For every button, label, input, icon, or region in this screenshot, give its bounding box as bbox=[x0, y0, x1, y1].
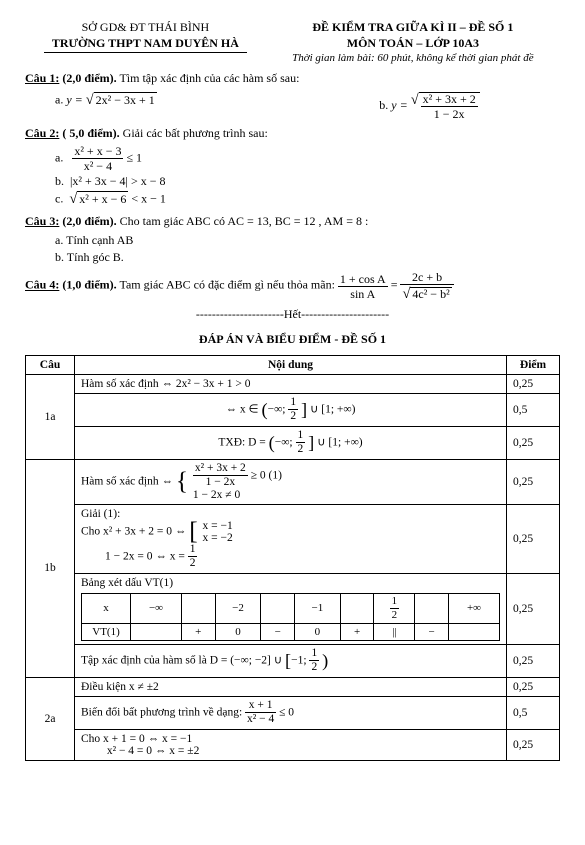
question-4: Câu 4: (1,0 điểm). Tam giác ABC có đặc đ… bbox=[25, 271, 560, 300]
q2c-label: c. bbox=[55, 192, 63, 206]
header-right: ĐỀ KIỂM TRA GIỮA KÌ II – ĐỀ SỐ 1 MÔN TOÁ… bbox=[266, 20, 560, 65]
q1b-label: b. bbox=[379, 98, 388, 112]
q2a-tail: ≤ 1 bbox=[126, 151, 142, 165]
col-nd: Nội dung bbox=[75, 355, 507, 374]
table-row: TXĐ: D = (−∞; 12 ] ∪ [1; +∞) 0,25 bbox=[26, 426, 560, 459]
q3a: a. Tính cạnh AB bbox=[55, 233, 560, 248]
nd-cell: Cho x + 1 = 0 ⇔ x = −1 x² − 4 = 0 ⇔ x = … bbox=[75, 729, 507, 760]
q3b: b. Tính góc B. bbox=[55, 250, 560, 265]
q1-label: Câu 1: bbox=[25, 71, 59, 85]
cau-cell: 2a bbox=[26, 677, 75, 760]
q2b: b. |x² + 3x − 4| > x − 8 bbox=[55, 174, 560, 189]
q2-pts: ( 5,0 điểm). bbox=[62, 126, 119, 140]
nd-cell: Điều kiện x ≠ ±2 bbox=[75, 677, 507, 696]
nd-cell: TXĐ: D = (−∞; 12 ] ∪ [1; +∞) bbox=[75, 426, 507, 459]
table-row: Cho x + 1 = 0 ⇔ x = −1 x² − 4 = 0 ⇔ x = … bbox=[26, 729, 560, 760]
q3-text: Cho tam giác ABC có AC = 13, BC = 12 , A… bbox=[120, 214, 369, 228]
nd-cell: Biến đổi bất phương trình về dạng: x + 1… bbox=[75, 696, 507, 729]
q1b-sqrt: x² + 3x + 2 1 − 2x bbox=[411, 92, 480, 120]
q2c-sqrt: x² + x − 6 bbox=[69, 191, 128, 208]
table-row: Bảng xét dấu VT(1) x −∞ −2 −1 12 +∞ VT(1… bbox=[26, 573, 560, 644]
question-3: Câu 3: (2,0 điểm). Cho tam giác ABC có A… bbox=[25, 214, 560, 229]
answers-table: Câu Nội dung Điểm 1a Hàm số xác định ⇔ 2… bbox=[25, 355, 560, 761]
exam-title: ĐỀ KIỂM TRA GIỮA KÌ II – ĐỀ SỐ 1 bbox=[266, 20, 560, 36]
time-label: Thời gian làm bài: 60 phút, không kể thờ… bbox=[266, 51, 560, 65]
q1b-frac: x² + 3x + 2 1 − 2x bbox=[421, 93, 478, 120]
diem-cell: 0,25 bbox=[507, 729, 560, 760]
q1-pts: (2,0 điểm). bbox=[62, 71, 116, 85]
diem-cell: 0,25 bbox=[507, 504, 560, 573]
table-header-row: Câu Nội dung Điểm bbox=[26, 355, 560, 374]
diem-cell: 0,25 bbox=[507, 426, 560, 459]
answers-title: ĐÁP ÁN VÀ BIỂU ĐIỂM - ĐỀ SỐ 1 bbox=[25, 332, 560, 347]
cau-cell: 1a bbox=[26, 374, 75, 459]
q2a: a. x² + x − 3 x² − 4 ≤ 1 bbox=[55, 145, 560, 172]
q1a-pre: y = bbox=[66, 93, 85, 107]
q1-text: Tìm tập xác định của các hàm số sau: bbox=[119, 71, 299, 85]
table-row: 1b Hàm số xác định ⇔ { x² + 3x + 21 − 2x… bbox=[26, 459, 560, 504]
nd-cell: Giải (1): Cho x² + 3x + 2 = 0 ⇔ [ x = −1… bbox=[75, 504, 507, 573]
table-row: Biến đổi bất phương trình về dạng: x + 1… bbox=[26, 696, 560, 729]
q2b-expr: |x² + 3x − 4| > x − 8 bbox=[70, 174, 165, 188]
q4-pts: (1,0 điểm). bbox=[62, 278, 116, 292]
q1a-sqrt: 2x² − 3x + 1 bbox=[86, 92, 157, 109]
question-1: Câu 1: (2,0 điểm). Tìm tập xác định của … bbox=[25, 71, 560, 86]
col-diem: Điểm bbox=[507, 355, 560, 374]
nd-cell: Tập xác định của hàm số là D = (−∞; −2] … bbox=[75, 644, 507, 677]
q2-label: Câu 2: bbox=[25, 126, 59, 140]
q4-eq: = bbox=[391, 278, 401, 292]
q4-text: Tam giác ABC có đặc điểm gì nếu thỏa mãn… bbox=[119, 278, 337, 292]
q1a: a. y = 2x² − 3x + 1 bbox=[55, 92, 349, 120]
q1a-label: a. bbox=[55, 93, 63, 107]
q4-label: Câu 4: bbox=[25, 278, 59, 292]
table-row: Giải (1): Cho x² + 3x + 2 = 0 ⇔ [ x = −1… bbox=[26, 504, 560, 573]
q4-lhs: 1 + cos A sin A bbox=[338, 273, 388, 300]
q1b: b. y = x² + 3x + 2 1 − 2x bbox=[379, 92, 479, 120]
diem-cell: 0,25 bbox=[507, 644, 560, 677]
document-header: SỞ GD& ĐT THÁI BÌNH TRƯỜNG THPT NAM DUYÊ… bbox=[25, 20, 560, 65]
q2c-tail: < x − 1 bbox=[131, 192, 166, 206]
school-label: TRƯỜNG THPT NAM DUYÊN HÀ bbox=[25, 36, 266, 54]
q3-label: Câu 3: bbox=[25, 214, 59, 228]
divider-het: ----------------------Hết---------------… bbox=[25, 307, 560, 322]
diem-cell: 0,25 bbox=[507, 573, 560, 644]
header-left: SỞ GD& ĐT THÁI BÌNH TRƯỜNG THPT NAM DUYÊ… bbox=[25, 20, 266, 65]
dept-label: SỞ GD& ĐT THÁI BÌNH bbox=[25, 20, 266, 36]
nd-cell: Hàm số xác định ⇔ 2x² − 3x + 1 > 0 bbox=[75, 374, 507, 393]
table-row: 1a Hàm số xác định ⇔ 2x² − 3x + 1 > 0 0,… bbox=[26, 374, 560, 393]
table-row: ⇔ x ∈ (−∞; 12 ] ∪ [1; +∞) 0,5 bbox=[26, 393, 560, 426]
diem-cell: 0,25 bbox=[507, 374, 560, 393]
q1-items: a. y = 2x² − 3x + 1 b. y = x² + 3x + 2 1… bbox=[25, 90, 560, 120]
cau-cell: 1b bbox=[26, 459, 75, 677]
table-row: 2a Điều kiện x ≠ ±2 0,25 bbox=[26, 677, 560, 696]
col-cau: Câu bbox=[26, 355, 75, 374]
subject-label: MÔN TOÁN – LỚP 10A3 bbox=[266, 36, 560, 52]
q2a-frac: x² + x − 3 x² − 4 bbox=[72, 145, 123, 172]
q2b-label: b. bbox=[55, 174, 64, 188]
diem-cell: 0,5 bbox=[507, 696, 560, 729]
diem-cell: 0,25 bbox=[507, 677, 560, 696]
diem-cell: 0,5 bbox=[507, 393, 560, 426]
nd-cell: ⇔ x ∈ (−∞; 12 ] ∪ [1; +∞) bbox=[75, 393, 507, 426]
nd-cell: Hàm số xác định ⇔ { x² + 3x + 21 − 2x ≥ … bbox=[75, 459, 507, 504]
q2-text: Giải các bất phương trình sau: bbox=[123, 126, 268, 140]
nd-cell: Bảng xét dấu VT(1) x −∞ −2 −1 12 +∞ VT(1… bbox=[75, 573, 507, 644]
q4-rhs: 2c + b 4c² − b² bbox=[400, 271, 453, 300]
table-row: Tập xác định của hàm số là D = (−∞; −2] … bbox=[26, 644, 560, 677]
sign-table: x −∞ −2 −1 12 +∞ VT(1) + 0 − bbox=[81, 593, 500, 641]
q2a-label: a. bbox=[55, 151, 63, 165]
q1b-pre: y = bbox=[391, 98, 410, 112]
q3-pts: (2,0 điểm). bbox=[62, 214, 116, 228]
question-2: Câu 2: ( 5,0 điểm). Giải các bất phương … bbox=[25, 126, 560, 141]
diem-cell: 0,25 bbox=[507, 459, 560, 504]
q2c: c. x² + x − 6 < x − 1 bbox=[55, 191, 560, 208]
